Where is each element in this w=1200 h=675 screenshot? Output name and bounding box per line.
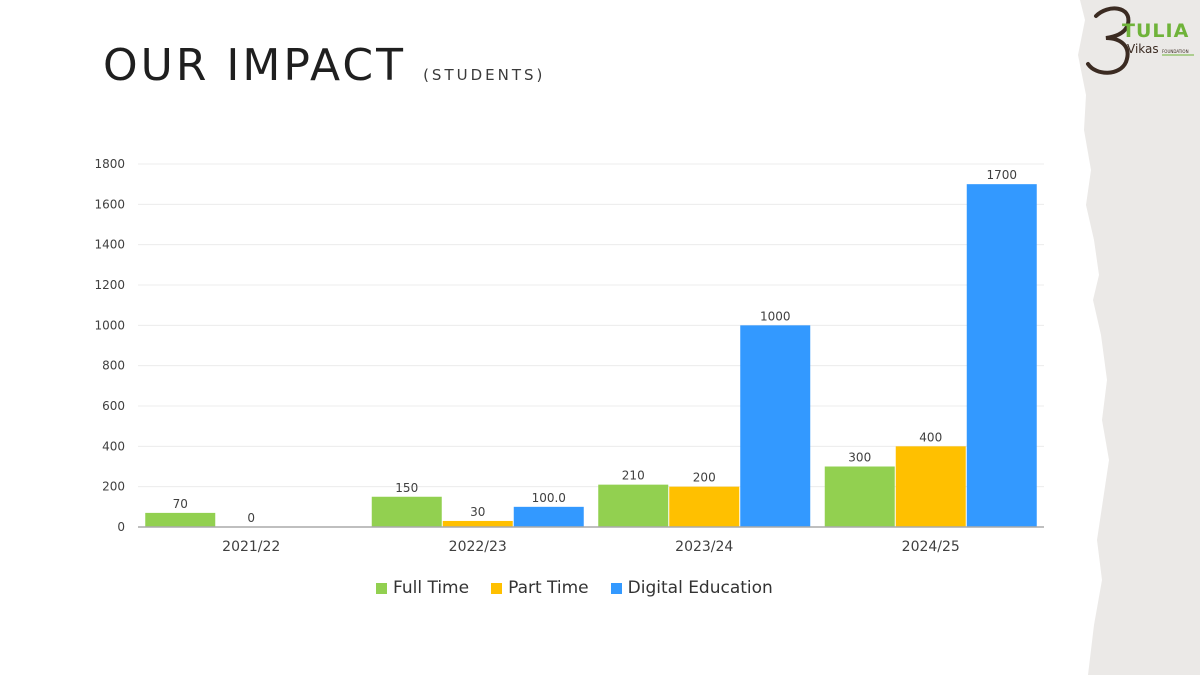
x-tick-label: 2021/22 — [222, 539, 280, 555]
data-label: 100.0 — [532, 491, 566, 505]
page-title: OUR IMPACT — [103, 40, 406, 91]
data-label: 30 — [470, 505, 485, 519]
bar-part-time — [669, 486, 740, 527]
bar-digital-education — [740, 325, 811, 527]
x-tick-label: 2023/24 — [675, 539, 733, 555]
logo-mark-icon — [1086, 6, 1194, 75]
gridlines — [138, 163, 1044, 488]
data-label: 0 — [247, 511, 255, 525]
y-tick-label: 800 — [102, 359, 125, 373]
bars — [145, 184, 1037, 527]
legend-swatch — [491, 582, 503, 594]
legend-item: Full Time — [376, 578, 469, 598]
data-label: 300 — [848, 451, 871, 465]
x-tick-label: 2024/25 — [902, 539, 960, 555]
y-tick-label: 200 — [102, 480, 125, 494]
y-tick-label: 600 — [102, 399, 125, 413]
bar-full-time — [824, 466, 895, 527]
bar-full-time — [371, 496, 442, 527]
data-labels: 70 0 150 30 100.0 210 200 1000 300 400 1700 — [173, 168, 1017, 525]
y-tick-label: 1600 — [94, 197, 125, 211]
legend-swatch — [610, 582, 622, 594]
data-label: 1700 — [986, 168, 1017, 182]
y-tick-label: 1400 — [94, 238, 125, 252]
tulia-vikas-logo: TULIA Vikas FOUNDATION — [1082, 2, 1198, 78]
legend-label: Digital Education — [627, 578, 773, 598]
y-tick-label: 400 — [102, 439, 125, 453]
axes: 0 200 400 600 800 1000 1200 1400 1600 1800 2021/22… — [94, 157, 1044, 555]
data-label: 210 — [622, 469, 645, 483]
bar-full-time — [145, 512, 216, 527]
logo-word-foundation: FOUNDATION — [1162, 49, 1189, 54]
data-label: 70 — [173, 497, 188, 511]
slide-title: OUR IMPACT (STUDENTS) — [103, 40, 545, 91]
y-tick-label: 0 — [117, 520, 125, 534]
data-label: 400 — [919, 430, 942, 444]
x-tick-label: 2022/23 — [449, 539, 507, 555]
logo-word-vikas: Vikas — [1127, 42, 1159, 56]
bar-part-time — [895, 446, 966, 527]
chart-legend: Full Time Part Time Digital Education — [376, 578, 773, 598]
legend-item: Digital Education — [610, 578, 773, 598]
data-label: 200 — [693, 471, 716, 485]
legend-swatch — [376, 582, 387, 594]
legend-label: Part Time — [508, 578, 589, 598]
bar-digital-education — [966, 184, 1037, 527]
legend-label: Full Time — [393, 578, 470, 598]
data-label: 150 — [395, 481, 418, 495]
data-label: 1000 — [760, 309, 791, 323]
bar-digital-education — [513, 506, 584, 527]
y-tick-label: 1000 — [94, 318, 125, 332]
y-tick-label: 1800 — [94, 157, 125, 171]
page-subtitle: (STUDENTS) — [423, 66, 546, 84]
bar-full-time — [598, 484, 669, 527]
y-tick-label: 1200 — [94, 278, 125, 292]
legend-item: Part Time — [491, 578, 589, 598]
logo-word-tulia: TULIA — [1122, 20, 1190, 42]
bar-part-time — [442, 520, 513, 527]
